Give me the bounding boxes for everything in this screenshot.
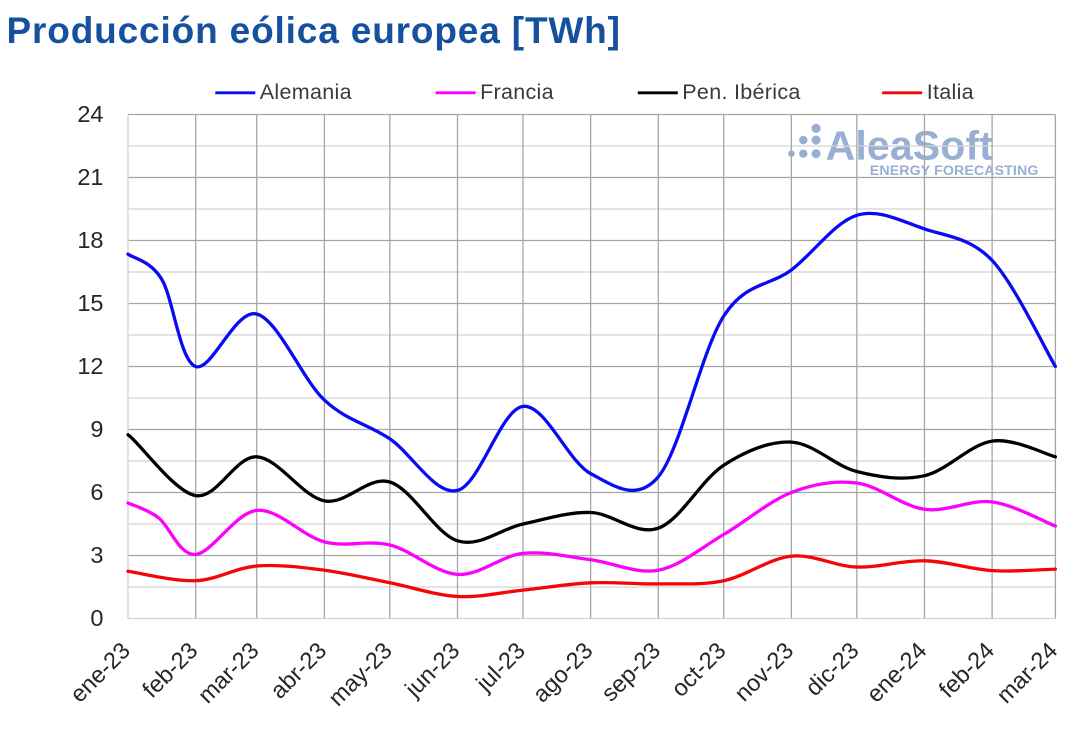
svg-text:24: 24	[77, 101, 103, 127]
svg-text:21: 21	[77, 164, 103, 190]
svg-text:AleaSoft: AleaSoft	[826, 122, 994, 168]
svg-text:12: 12	[77, 353, 103, 379]
svg-text:9: 9	[90, 416, 103, 442]
svg-text:Italia: Italia	[927, 80, 974, 104]
svg-text:6: 6	[90, 479, 103, 505]
svg-text:18: 18	[77, 227, 103, 253]
svg-text:0: 0	[90, 605, 103, 631]
svg-text:Producción eólica europea [TWh: Producción eólica europea [TWh]	[7, 10, 621, 51]
svg-text:15: 15	[77, 290, 103, 316]
svg-text:Alemania: Alemania	[260, 80, 352, 104]
svg-text:Francia: Francia	[480, 80, 554, 104]
svg-text:ENERGY FORECASTING: ENERGY FORECASTING	[870, 163, 1039, 179]
svg-text:Pen. Ibérica: Pen. Ibérica	[682, 80, 800, 104]
svg-text:3: 3	[90, 542, 103, 568]
